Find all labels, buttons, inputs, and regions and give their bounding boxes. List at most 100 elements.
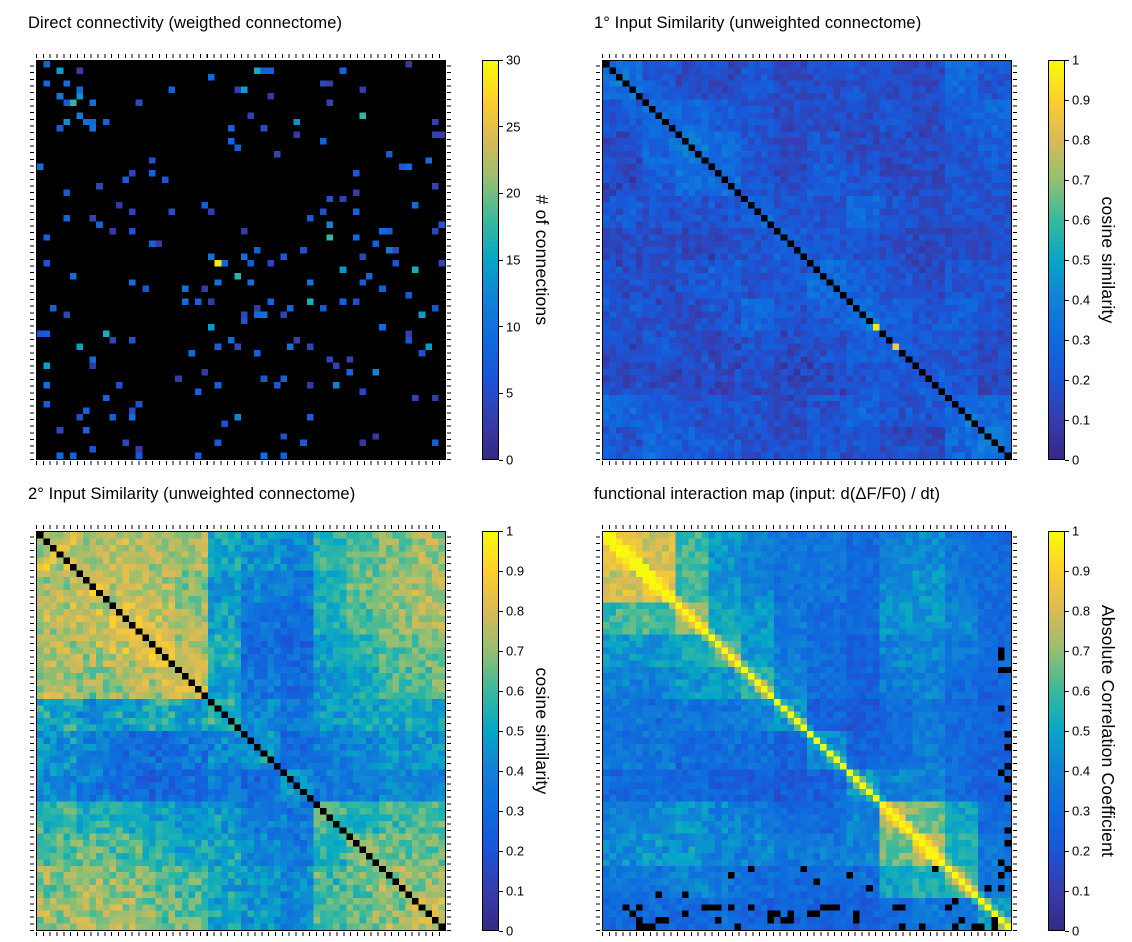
colorbar-label: cosine similarity: [1098, 196, 1118, 324]
colorbar-tick-label: 1: [1072, 523, 1080, 539]
colorbar-tick-mark: [1065, 299, 1069, 301]
colorbar-tick-mark: [499, 192, 503, 194]
axis-ticks-right: [447, 531, 451, 931]
colorbar-tick-label: 0.8: [1072, 603, 1091, 619]
colorbar-tick-mark: [1065, 850, 1069, 852]
colorbar-tick-label: 0.2: [506, 843, 525, 859]
panel-first-order-input-similarity: 1° Input Similarity (unweighted connecto…: [566, 0, 1132, 471]
axis-ticks-top: [602, 54, 1012, 58]
axis-ticks-left: [30, 531, 34, 931]
colorbar-tick-label: 0.2: [1072, 372, 1091, 388]
colorbar: [1048, 60, 1065, 460]
heatmap-canvas: [37, 532, 445, 930]
axis-ticks-top: [602, 525, 1012, 529]
colorbar-tick-mark: [499, 650, 503, 652]
colorbar-tick-mark: [499, 890, 503, 892]
panel-title: functional interaction map (input: d(ΔF/…: [594, 485, 941, 503]
panel-functional-interaction-map: functional interaction map (input: d(ΔF/…: [566, 471, 1132, 942]
colorbar-tick-mark: [1065, 610, 1069, 612]
colorbar-tick-mark: [499, 850, 503, 852]
colorbar-tick-mark: [499, 259, 503, 261]
panel-title: 2° Input Similarity (unweighted connecto…: [28, 485, 356, 503]
colorbar-tick-label: 0.3: [1072, 803, 1091, 819]
colorbar-tick-label: 0.3: [1072, 332, 1091, 348]
colorbar-label: cosine similarity: [532, 667, 552, 795]
colorbar-tick-mark: [1065, 339, 1069, 341]
heatmap: [36, 60, 446, 460]
panel-direct-connectivity: Direct connectivity (weigthed connectome…: [0, 0, 566, 471]
colorbar-tick-label: 0.2: [1072, 843, 1091, 859]
colorbar-gradient: [1049, 532, 1064, 930]
colorbar-tick-label: 0: [506, 452, 514, 468]
colorbar-gradient: [1049, 61, 1064, 459]
axis-ticks-right: [1013, 60, 1017, 460]
colorbar-tick-mark: [1065, 139, 1069, 141]
colorbar-tick-mark: [499, 126, 503, 128]
colorbar-tick-label: 0.9: [1072, 92, 1091, 108]
colorbar-tick-mark: [499, 810, 503, 812]
colorbar-tick-label: 0.5: [1072, 252, 1091, 268]
axis-ticks-bottom: [36, 932, 446, 936]
colorbar-tick-mark: [1065, 730, 1069, 732]
colorbar-tick-label: 25: [506, 119, 521, 135]
colorbar-tick-mark: [1065, 690, 1069, 692]
colorbar-tick-labels: 0 0.1 0.2 0.3 0.4 0.5 0.6 0.7 0.8 0.9 1: [506, 525, 540, 938]
colorbar-tick-mark: [1065, 219, 1069, 221]
axis-ticks-left: [30, 60, 34, 460]
colorbar-tick-mark: [499, 690, 503, 692]
colorbar-tick-label: 0.1: [1072, 883, 1091, 899]
colorbar-tick-mark: [1065, 530, 1069, 532]
colorbar-tick-label: 15: [506, 252, 521, 268]
axis-ticks-top: [36, 525, 446, 529]
panel-second-order-input-similarity: 2° Input Similarity (unweighted connecto…: [0, 471, 566, 942]
heatmap-canvas: [37, 61, 445, 459]
colorbar-tick-mark: [499, 326, 503, 328]
colorbar-tick-mark: [1065, 930, 1069, 932]
axis-ticks-right: [447, 60, 451, 460]
colorbar-tick-label: 1: [1072, 52, 1080, 68]
colorbar-tick-labels: 0 5 10 15 20 25 30: [506, 54, 540, 467]
heatmap-canvas: [603, 532, 1011, 930]
colorbar-label-wrap: cosine similarity: [1097, 60, 1123, 460]
colorbar-tick-label: 0: [1072, 452, 1080, 468]
colorbar-tick-label: 20: [506, 185, 521, 201]
colorbar-tick-mark: [1065, 770, 1069, 772]
colorbar-tick-label: 10: [506, 319, 521, 335]
axis-ticks-bottom: [602, 461, 1012, 465]
colorbar-tick-mark: [499, 392, 503, 394]
colorbar-tick-label: 0.7: [1072, 172, 1091, 188]
colorbar-tick-marks: [499, 530, 504, 932]
colorbar-tick-marks: [1065, 59, 1070, 461]
colorbar-tick-label: 0.6: [506, 683, 525, 699]
colorbar-tick-label: 0.4: [1072, 292, 1091, 308]
colorbar-gradient: [483, 61, 498, 459]
colorbar-tick-label: 0.5: [506, 723, 525, 739]
colorbar-tick-mark: [1065, 419, 1069, 421]
colorbar-tick-label: 30: [506, 52, 521, 68]
colorbar-tick-mark: [1065, 570, 1069, 572]
colorbar-tick-mark: [499, 59, 503, 61]
heatmap: [602, 60, 1012, 460]
colorbar: [482, 531, 499, 931]
heatmap: [36, 531, 446, 931]
axis-ticks-left: [596, 531, 600, 931]
colorbar-tick-label: 0.9: [506, 563, 525, 579]
colorbar-tick-label: 0.1: [506, 883, 525, 899]
axis-ticks-left: [596, 60, 600, 460]
colorbar-tick-mark: [499, 570, 503, 572]
panel-title: 1° Input Similarity (unweighted connecto…: [594, 14, 922, 32]
colorbar-tick-label: 0.9: [1072, 563, 1091, 579]
colorbar-tick-mark: [1065, 259, 1069, 261]
colorbar-tick-mark: [499, 730, 503, 732]
colorbar-tick-mark: [1065, 650, 1069, 652]
colorbar-label-wrap: Absolute Correlation Coefficient: [1097, 531, 1123, 931]
colorbar-tick-label: 0: [506, 923, 514, 939]
colorbar-tick-label: 0.3: [506, 803, 525, 819]
colorbar-tick-label: 5: [506, 385, 514, 401]
colorbar-tick-mark: [499, 610, 503, 612]
colorbar-tick-marks: [1065, 530, 1070, 932]
colorbar-tick-mark: [1065, 379, 1069, 381]
colorbar-tick-mark: [499, 530, 503, 532]
colorbar-tick-mark: [1065, 59, 1069, 61]
